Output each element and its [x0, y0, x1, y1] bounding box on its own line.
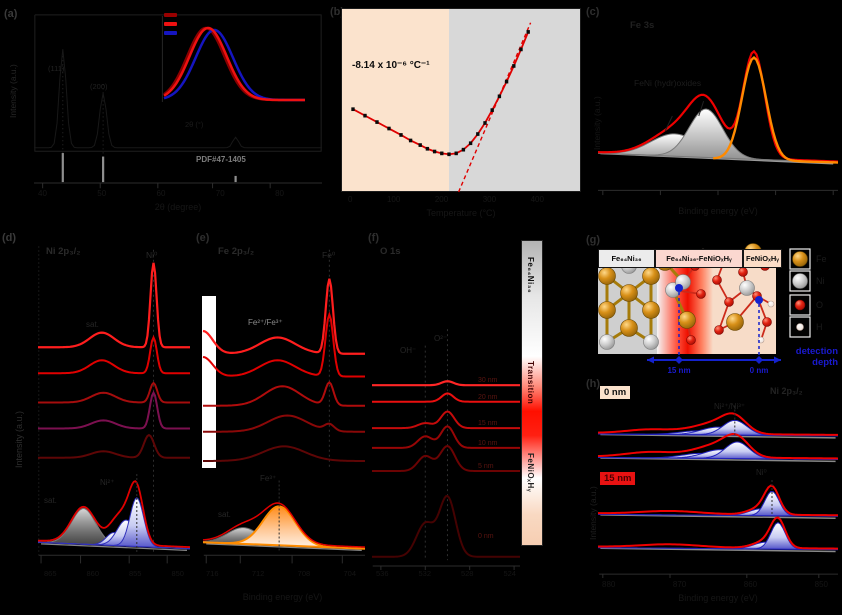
panel-d-xticks: 865 860 855 850	[44, 569, 184, 578]
detection-depth-label: detection depth	[795, 346, 838, 369]
panel-h-title: Ni 2p₃/₂	[770, 386, 803, 396]
hydroxide-peak-label: OH⁻	[400, 346, 417, 355]
panel-f-label: (f)	[368, 232, 379, 244]
colorbar-label-alloy: Fe₆₄Ni₃₆	[526, 257, 535, 294]
svg-text:15 nm: 15 nm	[667, 366, 690, 375]
ni-oxidized-annotation: Ni²⁺/Ni³⁺	[714, 402, 746, 411]
region-header-interface: Fe₆₄Ni₃₆-FeNiOₓHᵧ	[655, 249, 743, 268]
panel-c-title: Fe 3s	[630, 20, 655, 31]
svg-text:Ni: Ni	[816, 276, 825, 286]
xrd-reference-card: PDF#47-1405	[196, 155, 246, 164]
ni2p-xps-plot	[38, 240, 190, 565]
panel-e-title: Fe 2p₃/₂	[218, 246, 255, 257]
panel-h-label: (h)	[586, 378, 601, 390]
depth-label-10nm: 10 nm	[478, 440, 498, 447]
ni-metal-peak-label: Ni⁰	[146, 250, 158, 260]
svg-text:H: H	[816, 322, 823, 332]
oxide-peak-label: O²⁻	[434, 334, 448, 343]
fe-metal-peak-label: Fe⁰	[322, 250, 336, 260]
panel-d-ylabel: Intensity (a.u.)	[14, 410, 24, 468]
panel-g-label: (g)	[586, 234, 601, 246]
panel-h-xticks: 880 870 860 850	[602, 580, 828, 589]
high-temperature-region	[449, 9, 580, 191]
ni-metal-annotation: Ni⁰	[756, 468, 767, 477]
panel-f-title: O 1s	[380, 246, 401, 257]
low-temperature-region	[342, 9, 450, 191]
depth-badge-15nm: 15 nm	[600, 472, 636, 485]
depth-label-5nm: 5 nm	[478, 463, 494, 470]
inset-legend-swatch-blue	[164, 31, 177, 35]
depth-badge-0nm: 0 nm	[600, 386, 631, 399]
thermal-xlabel: Temperature (°C)	[426, 208, 496, 218]
inset-legend-swatch-red	[164, 22, 177, 26]
panel-c-xlabel: Binding energy (eV)	[678, 206, 758, 216]
fe3-fit-label: Fe³⁺	[260, 474, 277, 483]
panel-d-title: Ni 2p₃/₂	[46, 246, 81, 257]
depth-colorbar: Fe₆₄Ni₃₆ Transition FeNiOₓHᵧ	[521, 240, 543, 546]
panel-b-label: (b)	[330, 6, 345, 18]
ni-fit-satellite-label: sat.	[44, 496, 57, 505]
panel-h-xlabel: Binding energy (eV)	[678, 593, 758, 603]
xrd-plot	[34, 14, 322, 190]
svg-text:O: O	[816, 300, 823, 310]
panel-c-label: (c)	[586, 6, 600, 18]
xrd-xlabel: 2θ (degree)	[154, 202, 202, 212]
region-header-oxyhydroxide: FeNiOₓHᵧ	[743, 249, 782, 268]
ni2-fit-label: Ni²⁺	[100, 478, 115, 487]
panel-d-label: (d)	[2, 232, 17, 244]
structure-region-headers: Fe₆₄Ni₃₆ Fe₆₄Ni₃₆-FeNiOₓHᵧ FeNiOₓHᵧ	[598, 249, 782, 268]
expansion-coefficient-annotation: -8.14 x 10⁻⁶ °C⁻¹	[352, 60, 430, 71]
panel-a-label: (a)	[4, 8, 18, 20]
colorbar-label-transition: Transition	[526, 361, 535, 405]
ni-satellite-label: sat.	[86, 320, 99, 329]
fe-fit-satellite-label: sat.	[218, 510, 231, 519]
depth-label-20nm: 20 nm	[478, 394, 498, 401]
thermal-xticks: 0 100 200 300 400	[348, 195, 544, 204]
depth-label-30nm: 30 nm	[478, 377, 498, 384]
colorbar-label-oxyhydroxide: FeNiOₓHᵧ	[526, 453, 535, 493]
structure-schematic: 15 nm 0 nm Fe Ni O H	[598, 243, 827, 375]
inset-legend-swatch-darkred	[164, 13, 177, 17]
depth-label-15nm: 15 nm	[478, 420, 498, 427]
svg-text:Fe: Fe	[816, 254, 827, 264]
o1s-xps-plot	[372, 240, 520, 570]
thermal-plot-background	[341, 8, 581, 192]
thermal-expansion-plot	[351, 8, 581, 192]
depth-fit-xps-plot	[598, 382, 838, 578]
panel-e-label: (e)	[196, 232, 210, 244]
panel-a-ylabel: Intensity (a.u.)	[8, 64, 18, 118]
region-header-alloy: Fe₆₄Ni₃₆	[598, 249, 655, 268]
fe2p-xps-plot	[203, 240, 365, 565]
fe3s-xps-plot	[598, 10, 838, 196]
xrd-inset-xlabel: 2θ (°)	[185, 120, 204, 129]
xrd-peak-200-label: (200)	[90, 82, 108, 91]
xrd-peak-111-label: (111)	[48, 64, 65, 73]
xrd-xticks: 40 50 60 70 80	[38, 189, 284, 198]
panel-e-xlabel: Binding energy (eV)	[242, 592, 323, 602]
xrd-inset-plot	[150, 10, 305, 110]
panel-f-xticks: 536 532 528 524	[376, 569, 516, 578]
depth-label-0nm: 0 nm	[478, 533, 494, 540]
panel-e-xticks: 716 712 708 704	[206, 569, 356, 578]
svg-text:0 nm: 0 nm	[750, 366, 769, 375]
panel-h-ylabel: Intensity (a.u.)	[588, 486, 598, 540]
fe-oxide-label: Fe²⁺/Fe³⁺	[248, 318, 283, 327]
hydroxide-annotation: FeNi (hydr)oxides	[634, 78, 702, 88]
